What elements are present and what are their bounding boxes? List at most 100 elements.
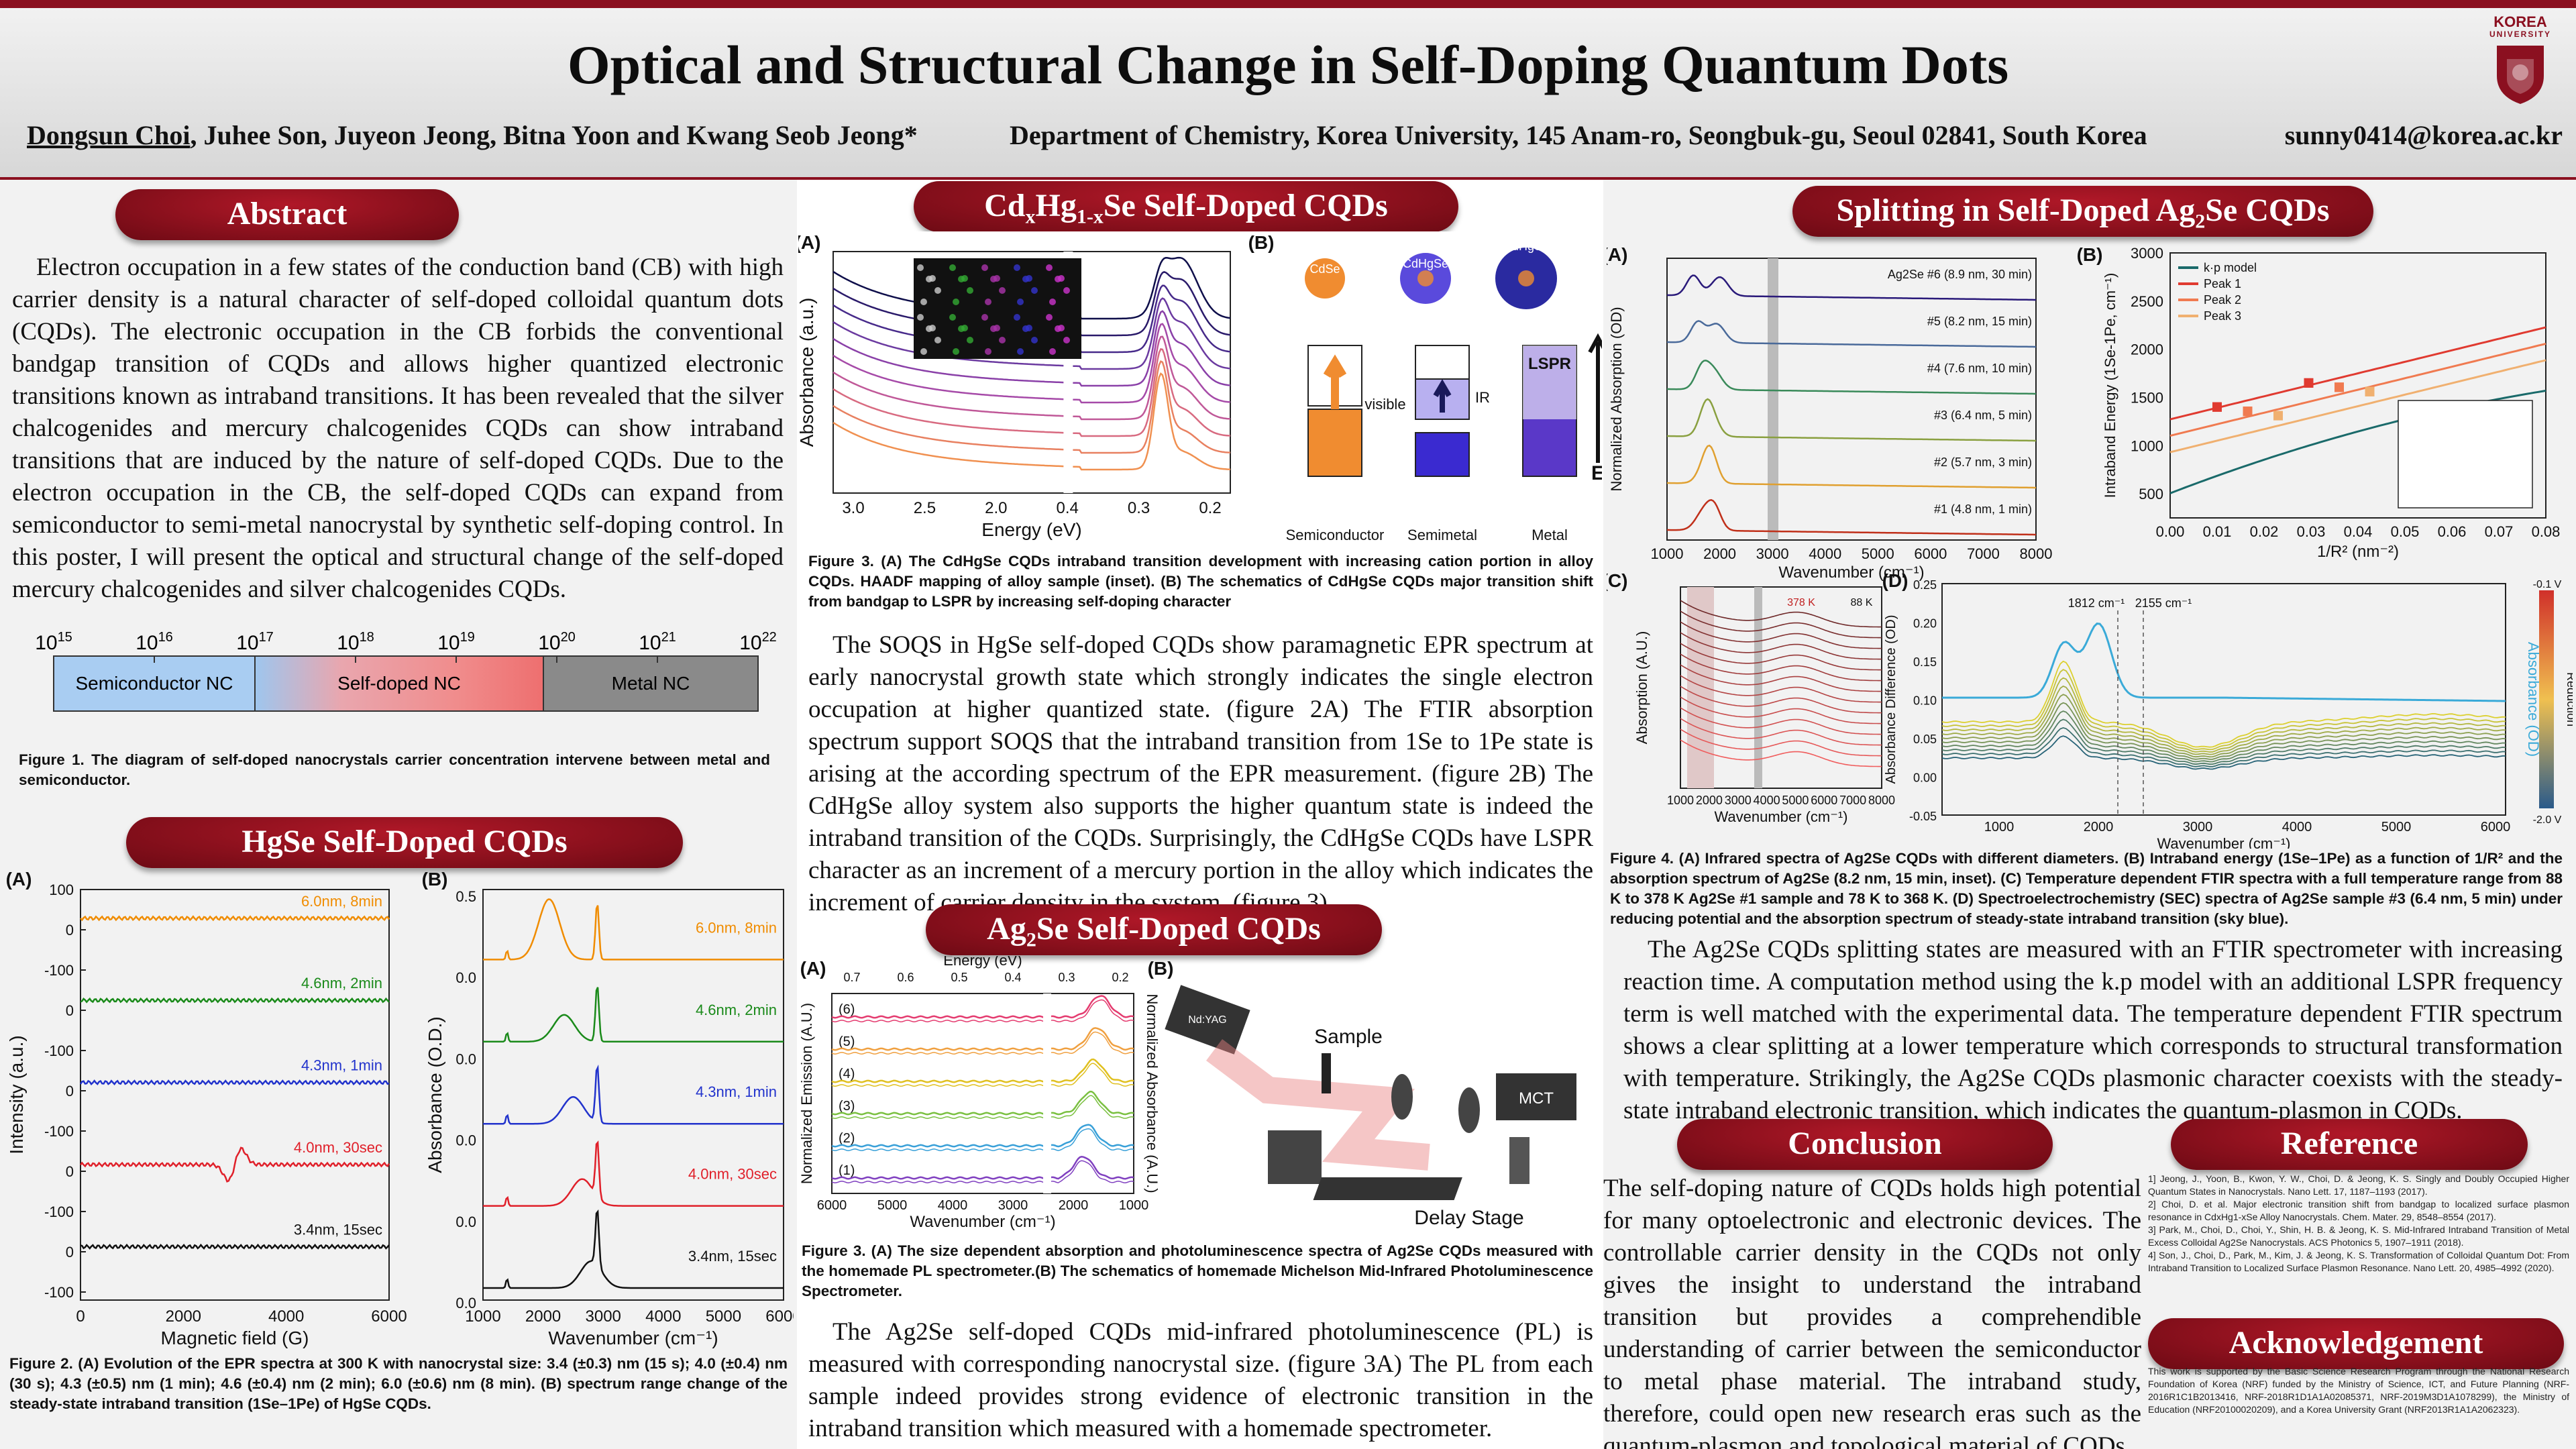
tick-label: 2000 — [525, 1307, 561, 1326]
temp-series — [1680, 739, 1882, 767]
tick-label: -0.05 — [1909, 810, 1937, 823]
tick-label: 1015 — [35, 630, 72, 654]
tick-label: 5000 — [1862, 545, 1894, 562]
pl-series — [831, 1027, 1134, 1051]
abs-series — [831, 999, 1134, 1022]
series-label: 3.4nm, 15sec — [688, 1248, 777, 1265]
tick-label: 1000 — [1651, 545, 1684, 562]
band-label: Self-doped NC — [337, 673, 461, 694]
tick-label: 1017 — [236, 630, 274, 654]
abs-series — [483, 1140, 784, 1207]
figure-2-caption: Figure 2. (A) Evolution of the EPR spect… — [9, 1355, 788, 1412]
header-banner — [0, 0, 2576, 180]
tick-label: 0.05 — [1913, 733, 1937, 746]
abs-series — [833, 347, 1231, 437]
tick-label: 4000 — [268, 1307, 304, 1326]
data-point — [2304, 378, 2314, 388]
legend-label: Peak 3 — [2204, 309, 2241, 323]
series-label: 4.3nm, 1min — [301, 1057, 382, 1074]
inset-dot — [1017, 299, 1024, 305]
tick-label: 500 — [2139, 486, 2163, 502]
series-label: #5 (8.2 nm, 15 min) — [1927, 315, 2032, 328]
axis-break — [1043, 994, 1051, 1193]
temp-series — [1680, 675, 1882, 703]
temp-series — [1680, 621, 1882, 649]
series-label: 4.6nm, 2min — [301, 975, 382, 991]
sec-series — [1941, 660, 2506, 748]
tick-label: 6000 — [371, 1307, 407, 1326]
tick-label: -100 — [44, 1284, 74, 1301]
legend-label: Peak 1 — [2204, 277, 2241, 290]
ag2se-text: The Ag2Se self-doped CQDs mid-infrared p… — [808, 1318, 1593, 1442]
schematic-label: IR — [1475, 389, 1490, 406]
tick-label: 3000 — [2131, 245, 2163, 262]
axis-label: 1/R² (nm⁻²) — [2317, 543, 2399, 561]
tick-label: 3.0 — [842, 499, 864, 517]
reference-heading: Reference — [2171, 1119, 2528, 1170]
ag2se-heading: Ag2Se Self-Doped CQDs — [926, 904, 1382, 955]
university-logo: KOREA UNIVERSITY — [2483, 15, 2557, 115]
tick-label: 1019 — [437, 630, 475, 654]
sec-series — [1941, 702, 2506, 760]
tick-label: 0.0 — [455, 969, 476, 986]
tick-label: 0.25 — [1913, 578, 1937, 592]
abs-series — [483, 898, 784, 961]
tick-label: 0.15 — [1913, 655, 1937, 669]
tick-label: 0.0 — [455, 1295, 476, 1311]
tick-label: 0.04 — [2344, 523, 2373, 540]
abs-series — [831, 1031, 1134, 1055]
tick-label: 0 — [66, 1163, 74, 1180]
sec-series — [1941, 694, 2506, 758]
abs-series — [833, 335, 1231, 421]
tick-label: 6000 — [1811, 794, 1837, 807]
abs-series — [833, 372, 1231, 471]
abstract-heading: Abstract — [115, 189, 459, 240]
conclusion-text: The self-doping nature of CQDs holds hig… — [1603, 1175, 2141, 1449]
row-label: (3) — [839, 1099, 855, 1114]
scale-label: -2.0 V — [2533, 814, 2562, 826]
inset-dot — [917, 314, 924, 321]
tick-label: 1018 — [337, 630, 374, 654]
cdhgse-heading: CdxHg1-xSe Self-Doped CQDs — [914, 181, 1458, 232]
tick-label: 0.4 — [1057, 499, 1079, 517]
tick-label: 0.0 — [455, 1214, 476, 1230]
series-label: 4.6nm, 2min — [696, 1002, 777, 1018]
schematic-label: visible — [1364, 396, 1405, 413]
detector-icon — [1496, 1073, 1576, 1120]
series-label: Ag2Se #6 (8.9 nm, 30 min) — [1888, 268, 2032, 281]
temp-series — [1680, 632, 1882, 660]
tick-label: 2.0 — [985, 499, 1007, 517]
affiliation: Department of Chemistry, Korea Universit… — [1010, 120, 2147, 150]
tick-label: 1020 — [538, 630, 576, 654]
tick-label: 1500 — [2131, 389, 2163, 406]
axis-label: Normalized Absorbance (A.U.) — [1144, 994, 1161, 1193]
first-author: Dongsun Choi — [27, 120, 191, 150]
reference-item: 2] Choi, D. et al. Major electronic tran… — [2148, 1199, 2569, 1222]
inset-dot — [981, 264, 988, 271]
cdhgse-text: The SOQS in HgSe self-doped CQDs show pa… — [808, 631, 1593, 916]
axis-label: Absorption (A.U.) — [1633, 631, 1650, 745]
temp-series — [1680, 707, 1882, 735]
reference-item: 4] Son, J., Choi, D., Park, M., Kim, J. … — [2148, 1250, 2569, 1273]
inset-dot — [985, 299, 991, 305]
tick-label: 0 — [66, 922, 74, 938]
series-label: #3 (6.4 nm, 5 min) — [1934, 409, 2032, 422]
band-box — [1415, 432, 1470, 477]
inset-dot — [1058, 275, 1065, 282]
tick-label: 2000 — [1703, 545, 1736, 562]
abs-series — [833, 310, 1231, 387]
ag2se-pl-charts: (A) (B) Energy (eV) 0.7 0.6 0.5 0.4 0.3 0.2 (6) (5… — [798, 952, 1576, 1231]
spectrum-series — [1667, 274, 2036, 301]
plot-frame — [80, 889, 390, 1301]
inset-dot — [961, 275, 968, 282]
cdhgse-charts: (A) (B) 3.0 2.5 2.0 0.4 0.3 0.2 Energy (eV) Absor… — [795, 232, 1608, 543]
figure-3-caption: Figure 3. (A) The CdHgSe CQDs intraband … — [808, 553, 1593, 610]
dot-label: CdHgSe — [1503, 239, 1549, 253]
axis-label: Wavenumber (cm⁻¹) — [1778, 564, 1924, 582]
shaded-band — [1687, 587, 1714, 788]
series-label: #1 (4.8 nm, 1 min) — [1934, 502, 2032, 516]
figure-3-ag2se: (A) (B) Energy (eV) 0.7 0.6 0.5 0.4 0.3 0.2 (6) (5… — [798, 952, 1602, 1238]
series-label: 6.0nm, 8min — [301, 893, 382, 910]
tick-label: 0 — [76, 1307, 85, 1326]
inset-dot — [949, 264, 956, 271]
